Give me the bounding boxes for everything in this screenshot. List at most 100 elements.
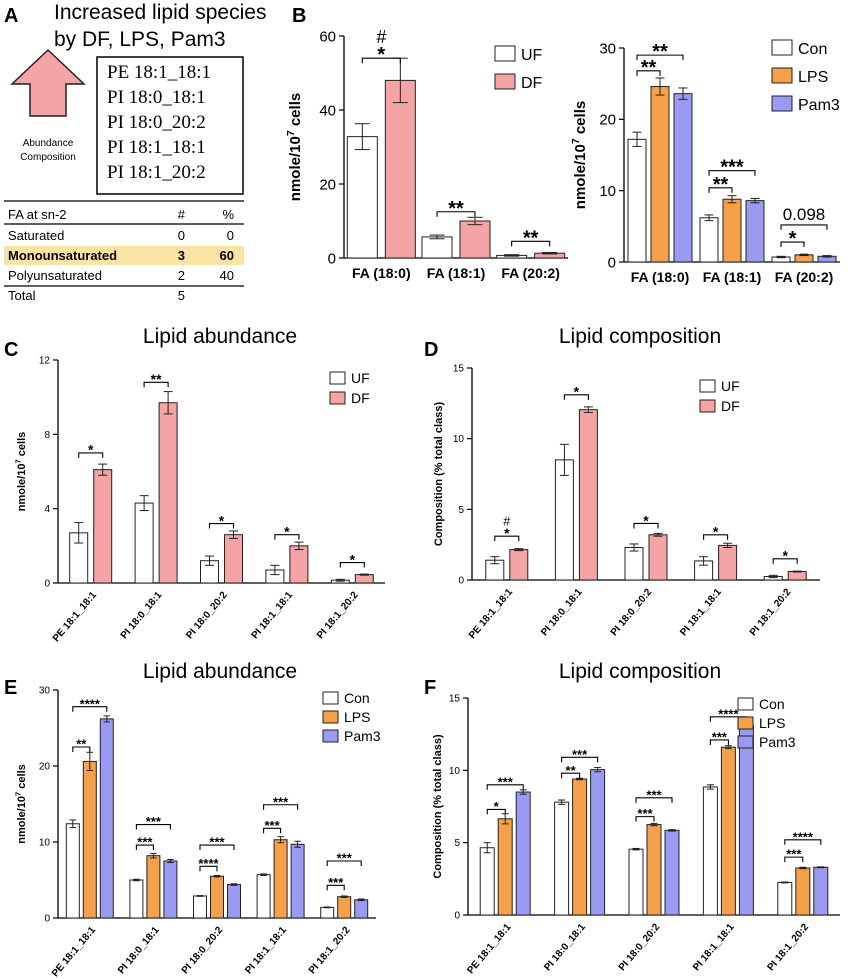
significance-label: *: [494, 799, 500, 814]
table-cell: 3: [178, 248, 185, 263]
significance-label: 0.098: [783, 205, 826, 224]
species-item-pi-18-0-20-2: PI 18:0_20:2: [107, 112, 206, 133]
bar-uf-pi-18-0-20-2: [624, 546, 644, 581]
legend-swatch-con: [771, 39, 793, 56]
x-category-label: PE 18:1_18:1: [465, 922, 513, 977]
legend-swatch-uf: [329, 371, 346, 385]
bar-pam3-pi-18-0-18-1: [163, 860, 178, 919]
significance-bracket: [563, 394, 589, 400]
significance-label: *: [88, 442, 94, 458]
y-tick-label: 15: [453, 364, 465, 375]
significance-bracket: [561, 772, 581, 779]
table-cell: 2: [178, 268, 185, 283]
significance-bracket: [208, 522, 235, 529]
chart-b-fa-con-lps-pam3: 0 10 20 30 nmole/107 cells FA (18:0) FA (18:1)…: [570, 39, 840, 285]
arrow-caption-abundance: Abundance: [23, 138, 74, 149]
x-category-label: FA (18:1): [703, 269, 762, 285]
bar-con-pi-18-1-18-1: [256, 874, 271, 919]
bar-df-pe-18-1-18-1: [509, 549, 529, 581]
significance-label: **: [566, 763, 577, 778]
significance-bracket: [135, 823, 171, 830]
significance-bracket: [274, 534, 300, 540]
x-category-label: PI 18:1_20:2: [766, 922, 812, 974]
y-axis-label: Composition (% total class): [433, 402, 445, 547]
legend-swatch-pam3: [737, 735, 754, 749]
bar-df-fa-18-0: [384, 79, 416, 259]
bar-df-pi-18-0-20-2: [224, 534, 243, 584]
significance-label: **: [652, 41, 668, 63]
significance-label: ***: [786, 847, 802, 862]
bar-pam3-pe-18-1-18-1: [515, 791, 531, 916]
significance-label: ***: [146, 814, 162, 829]
bar-pam3-pi-18-1-18-1: [290, 843, 305, 919]
y-tick-label: 0: [608, 254, 616, 271]
table-cell: 60: [220, 248, 234, 263]
x-category-label: FA (18:0): [352, 265, 411, 281]
significance-bracket: [784, 839, 822, 845]
y-tick-label: 30: [599, 40, 616, 57]
bar-con-pe-18-1-18-1: [65, 823, 80, 919]
bar-lps-pi-18-0-18-1: [146, 855, 161, 919]
bar-lps-pi-18-1-20-2: [337, 896, 352, 919]
species-list: PE 18:1_18:1 PI 18:0_18:1 PI 18:0_20:2 PI 1…: [107, 62, 211, 183]
chart-title: Lipid abundance: [143, 325, 297, 348]
significance-bracket: [708, 187, 733, 193]
significance-bracket: [339, 562, 365, 568]
significance-label: ***: [209, 835, 225, 850]
legend-swatch-uf: [494, 45, 516, 62]
significance-bracket: [135, 844, 154, 851]
legend-label-uf: UF: [351, 370, 370, 386]
chart-title: Lipid composition: [559, 325, 721, 348]
significance-bracket: [326, 860, 362, 866]
significance-label: ****: [793, 829, 814, 844]
legend-swatch-lps: [771, 67, 793, 84]
bar-lps-pi-18-1-18-1: [273, 839, 288, 919]
legend-label-pam3: Pam3: [759, 734, 796, 750]
y-tick-label: 10: [453, 434, 465, 445]
significance-label: ***: [137, 835, 153, 850]
bar-df-pe-18-1-18-1: [93, 469, 113, 584]
y-tick-label: 0: [44, 914, 50, 925]
legend-label-lps: LPS: [759, 715, 785, 731]
x-category-label: PI 18:0_18:1: [539, 587, 585, 639]
significance-label: ****: [718, 706, 739, 721]
chart-title: Lipid composition: [559, 660, 721, 683]
y-tick-label: 20: [319, 176, 336, 193]
y-axis-label: nmole/107 cells: [570, 101, 589, 209]
legend-swatch-df: [329, 391, 346, 405]
bar-pam3-fa-18-1: [745, 200, 765, 263]
y-tick-label: 10: [39, 838, 51, 849]
bar-lps-pi-18-0-18-1: [572, 778, 588, 916]
table-cell: 40: [220, 268, 234, 283]
increase-arrow-icon: [10, 48, 86, 117]
legend-label-pam3: Pam3: [344, 728, 381, 744]
table-header-: %: [222, 207, 234, 222]
significance-label: **: [151, 371, 162, 387]
legend-label-con: Con: [798, 41, 827, 58]
bar-pam3-pe-18-1-18-1: [99, 718, 114, 919]
bar-df-pi-18-0-18-1: [158, 402, 178, 584]
bar-lps-pe-18-1-18-1: [82, 760, 97, 919]
bar-pam3-pi-18-1-20-2: [813, 866, 829, 916]
legend-label-df: DF: [721, 398, 740, 414]
significance-label: ***: [720, 157, 744, 179]
y-axis-label: nmole/107 cells: [14, 432, 28, 512]
bar-df-pi-18-1-18-1: [718, 544, 738, 581]
species-item-pe-18-1-18-1: PE 18:1_18:1: [107, 62, 211, 83]
significance-label: *: [504, 525, 510, 541]
x-category-label: PI 18:1_20:2: [307, 925, 353, 977]
legend-label-lps: LPS: [798, 69, 828, 86]
legend-swatch-con: [322, 691, 339, 705]
table-header-: #: [178, 207, 186, 222]
significance-bracket: [199, 865, 218, 872]
species-item-pi-18-0-18-1: PI 18:0_18:1: [107, 87, 206, 108]
bar-lps-fa-18-0: [650, 86, 670, 263]
x-category-label: PI 18:1_18:1: [678, 587, 724, 639]
x-category-label: FA (18:0): [631, 269, 690, 285]
significance-label: *: [350, 551, 356, 567]
significance-label: *: [782, 548, 788, 564]
significance-extra-label: #: [376, 27, 386, 47]
significance-label: ***: [337, 851, 353, 866]
bar-con-fa-18-1: [699, 217, 719, 263]
significance-label: ****: [198, 856, 219, 871]
